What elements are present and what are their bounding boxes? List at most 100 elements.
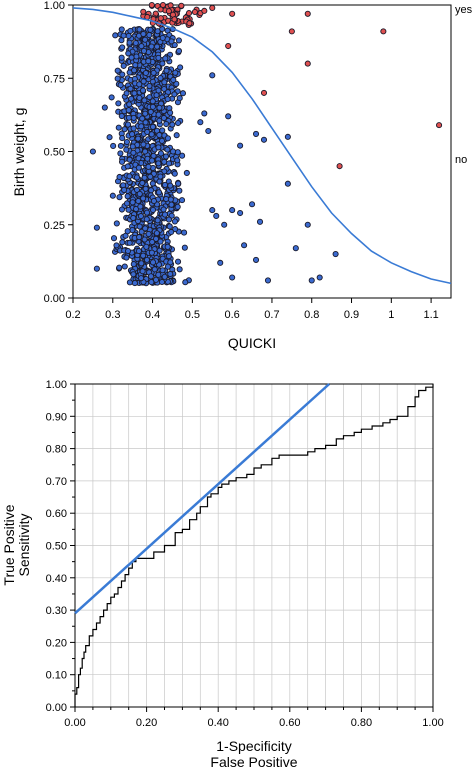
blue-point xyxy=(163,195,170,203)
blue-point xyxy=(142,69,149,77)
tangent-line xyxy=(74,383,331,615)
blue-point xyxy=(141,174,148,181)
blue-point xyxy=(179,152,186,159)
blue-point xyxy=(136,234,143,241)
blue-point xyxy=(150,69,157,76)
blue-point xyxy=(146,31,153,39)
blue-point xyxy=(155,54,162,61)
blue-point xyxy=(130,114,137,121)
blue-point xyxy=(149,180,156,187)
blue-point xyxy=(124,228,131,235)
blue-point xyxy=(160,206,167,213)
blue-point xyxy=(130,149,137,156)
blue-point xyxy=(201,110,208,117)
blue-point xyxy=(140,141,147,148)
blue-point xyxy=(119,44,126,51)
y-tick-label: 0.40 xyxy=(46,573,67,585)
blue-point xyxy=(113,242,120,249)
blue-point xyxy=(159,34,166,41)
blue-point xyxy=(124,247,132,255)
red-point xyxy=(185,10,193,17)
blue-point xyxy=(167,182,174,189)
blue-point xyxy=(172,69,179,76)
blue-point xyxy=(304,221,311,228)
blue-point xyxy=(120,32,127,39)
blue-point xyxy=(225,113,232,120)
y-tick-label: 0.10 xyxy=(46,670,67,682)
y-tick-label: 0.80 xyxy=(46,444,67,456)
blue-point xyxy=(113,220,120,227)
blue-point xyxy=(132,39,139,47)
blue-point xyxy=(167,109,174,116)
blue-point xyxy=(156,131,163,139)
x-axis-title-line2: False Positive xyxy=(210,754,297,769)
blue-point xyxy=(171,170,178,177)
blue-point xyxy=(155,271,162,278)
blue-point xyxy=(158,137,166,144)
y-tick-label: 0.30 xyxy=(46,605,67,617)
blue-point xyxy=(155,160,162,167)
blue-point xyxy=(133,186,141,193)
blue-point xyxy=(135,155,142,162)
blue-point xyxy=(160,114,167,122)
blue-point xyxy=(136,190,143,197)
blue-point xyxy=(115,100,122,107)
blue-point xyxy=(174,119,182,127)
blue-point xyxy=(118,112,125,120)
blue-point xyxy=(176,187,183,194)
blue-point xyxy=(136,26,143,33)
blue-point xyxy=(156,178,163,185)
blue-point xyxy=(131,280,138,287)
x-tick-label: 0.3 xyxy=(105,309,120,321)
blue-point xyxy=(148,43,155,50)
blue-point xyxy=(148,157,156,164)
blue-point xyxy=(159,267,166,274)
red-point xyxy=(171,16,178,23)
blue-point xyxy=(284,180,291,187)
x-tick-label: 0.80 xyxy=(351,717,372,729)
y-tick-label: 1.00 xyxy=(46,379,67,391)
red-point xyxy=(209,4,216,11)
blue-point xyxy=(237,209,244,217)
x-tick-label: 0.9 xyxy=(344,309,359,321)
blue-point xyxy=(93,224,100,231)
blue-point xyxy=(140,30,147,38)
x-tick-label: 0.8 xyxy=(304,309,319,321)
blue-point xyxy=(127,27,134,34)
red-point xyxy=(304,60,311,67)
class-label-yes: yes xyxy=(455,4,473,16)
x-tick-label: 0.4 xyxy=(145,309,160,321)
blue-point xyxy=(161,79,168,86)
blue-point xyxy=(147,273,155,280)
blue-point xyxy=(178,197,186,204)
blue-point xyxy=(173,132,180,139)
blue-point xyxy=(136,81,143,88)
blue-point xyxy=(159,127,166,134)
blue-point xyxy=(175,258,182,265)
y-tick-label: 0.25 xyxy=(44,220,65,232)
blue-point xyxy=(157,173,164,180)
blue-point xyxy=(168,201,175,208)
blue-point xyxy=(124,163,131,170)
red-point xyxy=(225,42,232,50)
blue-point xyxy=(149,98,156,105)
roc-chart: 0.00 0.20 0.40 0.60 0.80 1.00 0.00 0.10 0.20 0.3… xyxy=(1,379,444,769)
blue-point xyxy=(316,274,323,281)
blue-point xyxy=(137,213,144,220)
class-label-no: no xyxy=(455,154,467,166)
red-point xyxy=(380,28,387,35)
blue-point xyxy=(114,75,121,82)
blue-point xyxy=(139,179,146,187)
blue-point xyxy=(156,104,163,111)
blue-point xyxy=(108,94,115,101)
blue-point xyxy=(176,266,183,273)
blue-point xyxy=(119,71,126,78)
blue-point xyxy=(284,133,291,140)
blue-point xyxy=(175,180,182,187)
blue-point xyxy=(166,223,173,230)
x-tick-label: 0.40 xyxy=(207,717,228,729)
blue-point xyxy=(126,39,133,46)
blue-point xyxy=(161,211,169,218)
grid-lines xyxy=(75,384,433,707)
